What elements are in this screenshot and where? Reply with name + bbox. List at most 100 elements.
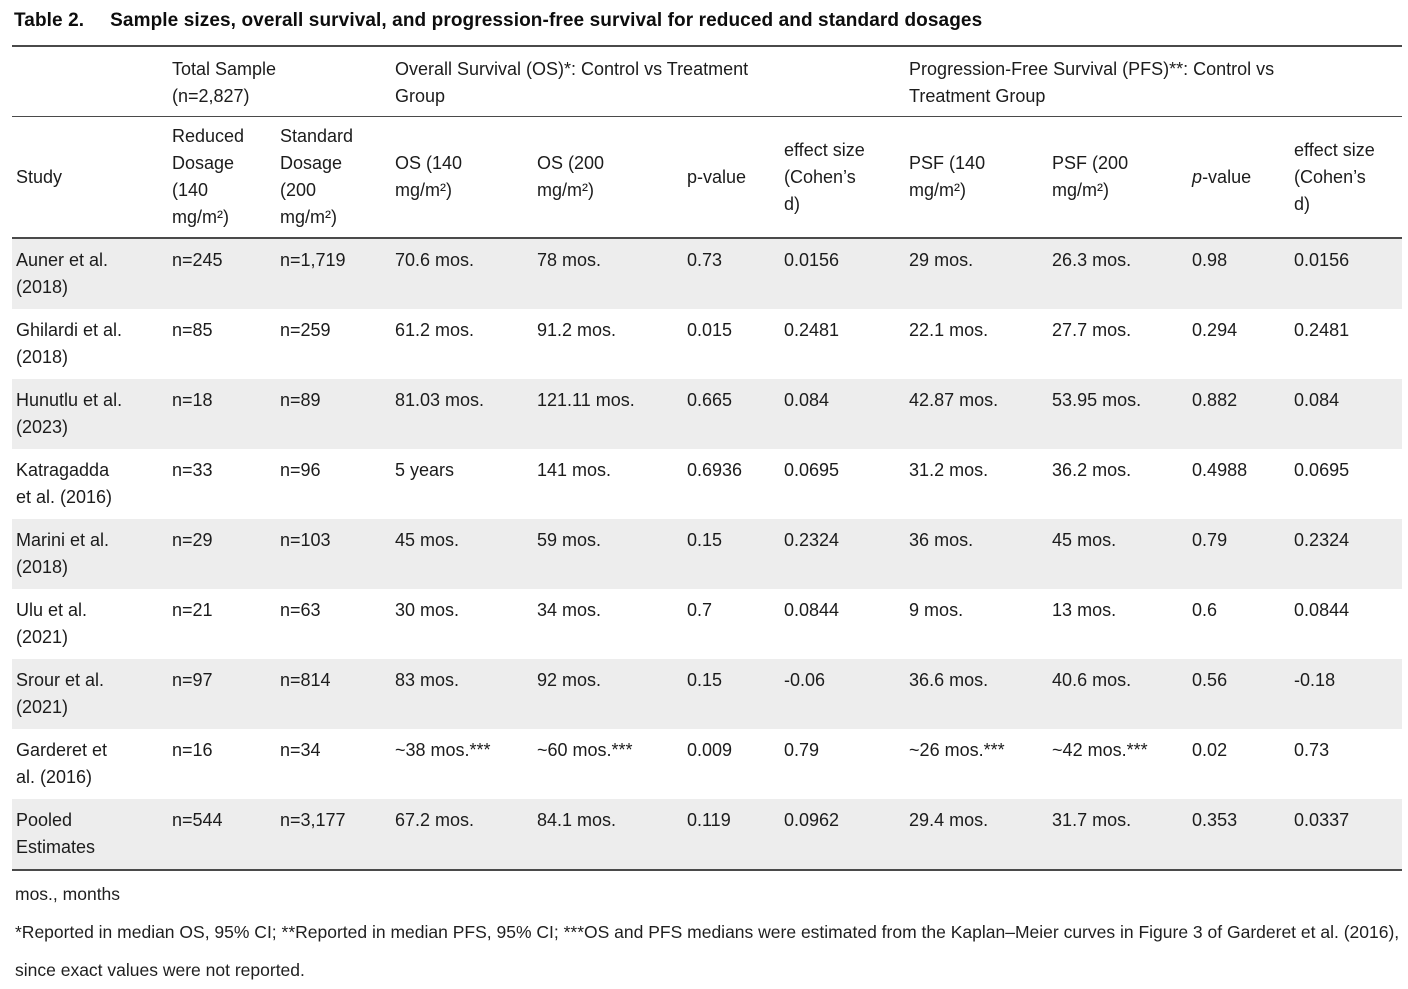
group-header-overall-survival: Overall Survival (OS)*: Control vs Treat…	[391, 46, 906, 117]
table-cell: 0.353	[1192, 810, 1238, 830]
study-cell: Srour et al. (2021)	[16, 670, 105, 717]
table-cell: n=245	[172, 250, 223, 270]
table-cell: 83 mos.	[395, 670, 460, 690]
group-header-total-sample: Total Sample (n=2,827)	[168, 46, 391, 117]
table-cell: 36.2 mos.	[1052, 460, 1132, 480]
table-cell: 45 mos.	[1052, 530, 1117, 550]
table-row-ulu: Ulu et al. (2021) n=21 n=63 30 mos. 34 m…	[12, 589, 1402, 659]
table-cell: n=544	[172, 810, 223, 830]
study-cell: Ulu et al. (2021)	[16, 600, 88, 647]
table-cell: 0.15	[687, 530, 723, 550]
table-cell: 0.0156	[1294, 250, 1350, 270]
table-cell: 0.009	[687, 740, 733, 760]
column-header-os-140: OS (140 mg/m²)	[391, 116, 533, 239]
table-row-katragadda: Katragadda et al. (2016) n=33 n=96 5 yea…	[12, 449, 1402, 519]
table-cell: 40.6 mos.	[1052, 670, 1132, 690]
column-header-pfs-200: PSF (200 mg/m²)	[1048, 116, 1189, 239]
column-header-pfs-effect-size: effect size (Cohen’s d)	[1290, 116, 1403, 239]
study-cell: Auner et al. (2018)	[16, 250, 109, 297]
table-row-garderet: Garderet et al. (2016) n=16 n=34 ~38 mos…	[12, 729, 1402, 799]
table-cell: 0.0695	[1294, 460, 1350, 480]
table-cell: 78 mos.	[537, 250, 602, 270]
table-cell: 13 mos.	[1052, 600, 1117, 620]
table-cell: 0.2481	[784, 320, 840, 340]
table-cell: ~42 mos.***	[1052, 740, 1148, 760]
table-cell: 121.11 mos.	[537, 390, 635, 410]
table-cell: n=259	[280, 320, 331, 340]
table-cell: 0.2324	[784, 530, 840, 550]
column-header-pfs-p-value: p-value	[1188, 116, 1291, 239]
study-cell: Pooled Estimates	[16, 810, 96, 857]
group-header-progression-free-survival: Progression-Free Survival (PFS)**: Contr…	[905, 46, 1403, 117]
table-cell: 0.882	[1192, 390, 1238, 410]
study-cell: Katragadda et al. (2016)	[16, 460, 113, 507]
table-cell: 0.2481	[1294, 320, 1350, 340]
table-cell: n=29	[172, 530, 213, 550]
table-cell: 67.2 mos.	[395, 810, 475, 830]
column-header-study: Study	[12, 116, 168, 239]
table-cell: 30 mos.	[395, 600, 460, 620]
table-cell: n=89	[280, 390, 321, 410]
table-cell: n=21	[172, 600, 213, 620]
table-cell: n=16	[172, 740, 213, 760]
table-row-srour: Srour et al. (2021) n=97 n=814 83 mos. 9…	[12, 659, 1403, 729]
table-cell: 0.2324	[1294, 530, 1350, 550]
table-cell: 0.084	[1294, 390, 1340, 410]
table-cell: 0.79	[1192, 530, 1228, 550]
table-cell: 0.0844	[1294, 600, 1350, 620]
table-number: Table 2.	[14, 10, 85, 31]
column-header-os-p-value: p-value	[683, 116, 780, 239]
table-caption: Sample sizes, overall survival, and prog…	[110, 10, 983, 31]
table-cell: n=34	[280, 740, 321, 760]
table-cell: 91.2 mos.	[537, 320, 617, 340]
table-footnotes: mos., months *Reported in median OS, 95%…	[12, 880, 1402, 989]
table-cell: 26.3 mos.	[1052, 250, 1132, 270]
table-cell: 0.0156	[784, 250, 840, 270]
table-cell: 0.0844	[784, 600, 840, 620]
table-cell: n=1,719	[280, 250, 346, 270]
table-cell: 81.03 mos.	[395, 390, 485, 410]
table-cell: 34 mos.	[537, 600, 602, 620]
table-cell: 0.79	[784, 740, 820, 760]
table-row-marini: Marini et al. (2018) n=29 n=103 45 mos. …	[12, 519, 1403, 589]
table-cell: 0.73	[1294, 740, 1330, 760]
table-cell: 36.6 mos.	[909, 670, 989, 690]
table-cell: n=97	[172, 670, 213, 690]
table-cell: 29.4 mos.	[909, 810, 989, 830]
table-cell: 0.02	[1192, 740, 1228, 760]
table-cell: 0.665	[687, 390, 733, 410]
column-header-standard-dosage: Standard Dosage (200 mg/m²)	[276, 116, 391, 239]
footnote-notes: *Reported in median OS, 95% CI; **Report…	[15, 922, 1400, 980]
table-cell: 0.015	[687, 320, 733, 340]
table-cell: 27.7 mos.	[1052, 320, 1132, 340]
table-cell: -0.06	[784, 670, 826, 690]
table-cell: -0.18	[1294, 670, 1336, 690]
study-cell: Ghilardi et al. (2018)	[16, 320, 123, 367]
table-cell: 0.6936	[687, 460, 743, 480]
table-cell: 5 years	[395, 460, 455, 480]
table-row-pooled-estimates: Pooled Estimates n=544 n=3,177 67.2 mos.…	[12, 799, 1403, 870]
table-cell: n=85	[172, 320, 213, 340]
p-value-suffix: -value	[1202, 166, 1252, 187]
table-cell: 31.7 mos.	[1052, 810, 1132, 830]
table-cell: 0.294	[1192, 320, 1238, 340]
table-cell: 61.2 mos.	[395, 320, 475, 340]
table-cell: 59 mos.	[537, 530, 602, 550]
column-header-os-effect-size: effect size (Cohen’s d)	[780, 116, 906, 239]
table-cell: 0.6	[1192, 600, 1218, 620]
table-cell: 0.7	[687, 600, 713, 620]
table-cell: 84.1 mos.	[537, 810, 617, 830]
table-cell: 92 mos.	[537, 670, 602, 690]
table-cell: 31.2 mos.	[909, 460, 989, 480]
table-cell: 0.0695	[784, 460, 840, 480]
table-cell: 53.95 mos.	[1052, 390, 1142, 410]
table-cell: ~26 mos.***	[909, 740, 1005, 760]
table-cell: 45 mos.	[395, 530, 460, 550]
study-cell: Hunutlu et al. (2023)	[16, 390, 123, 437]
table-cell: 9 mos.	[909, 600, 964, 620]
table-cell: n=3,177	[280, 810, 346, 830]
study-cell: Marini et al. (2018)	[16, 530, 110, 577]
table-cell: ~60 mos.***	[537, 740, 633, 760]
column-header-reduced-dosage: Reduced Dosage (140 mg/m²)	[168, 116, 276, 239]
